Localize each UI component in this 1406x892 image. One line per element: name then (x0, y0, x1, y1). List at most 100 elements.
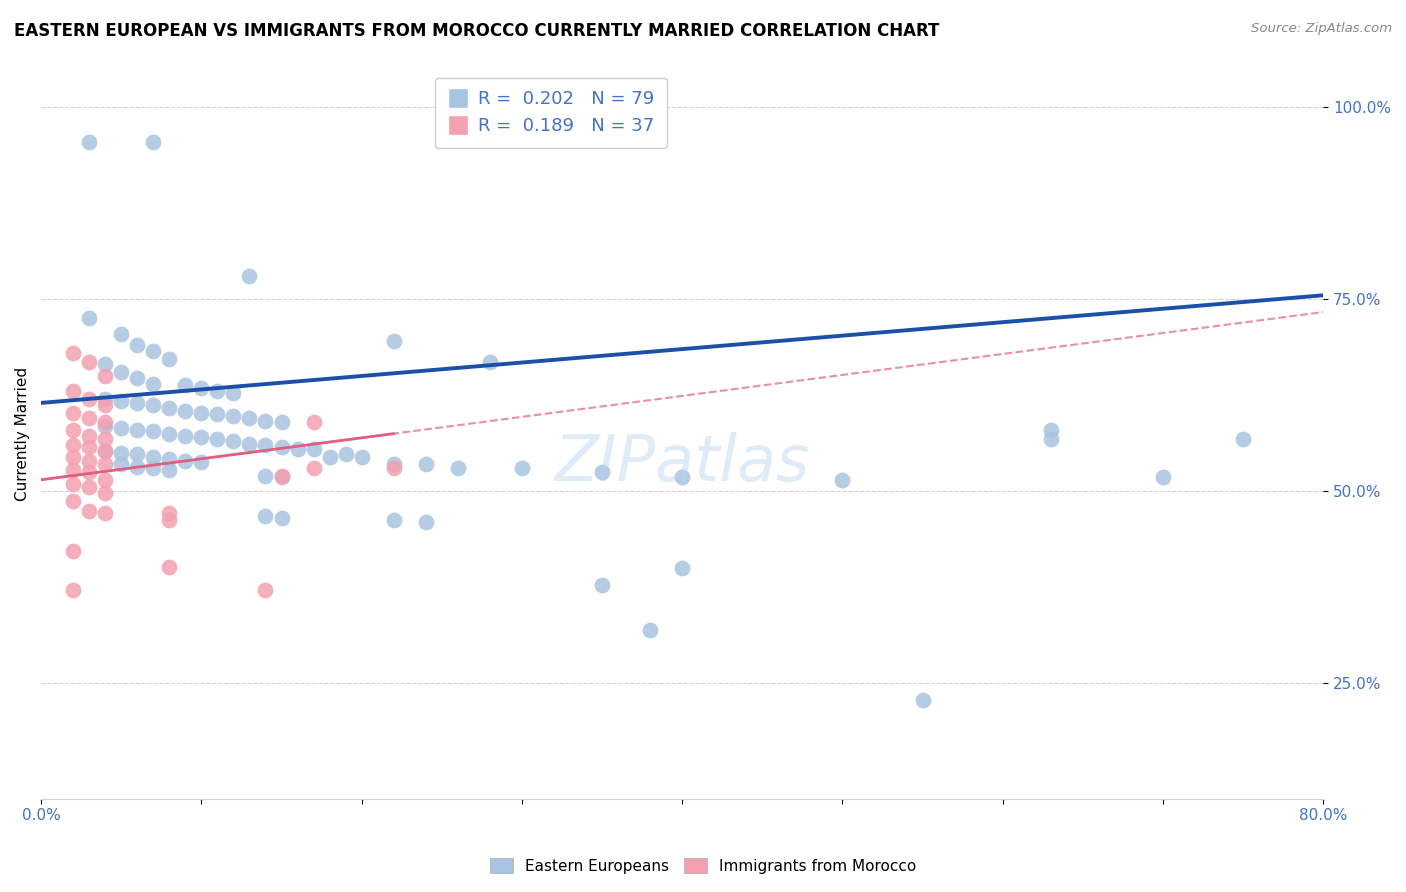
Point (110, 365, 132, 379)
Point (157, 426, 180, 441)
Point (77, 411, 100, 425)
Point (254, 508, 277, 523)
Point (127, 338, 149, 352)
Point (157, 559, 180, 574)
Point (478, 355, 501, 369)
Point (238, 268, 260, 283)
Point (190, 380, 212, 394)
Point (62, 438, 84, 452)
Point (62, 346, 84, 360)
Point (254, 438, 277, 452)
Point (157, 463, 180, 477)
Point (382, 461, 405, 475)
Point (127, 370, 149, 384)
Point (382, 514, 405, 528)
Point (77, 503, 100, 517)
Point (591, 465, 613, 479)
Point (94, 419, 117, 434)
Point (77, 453, 100, 467)
Point (94, 458, 117, 472)
Point (254, 413, 277, 427)
Text: EASTERN EUROPEAN VS IMMIGRANTS FROM MOROCCO CURRENTLY MARRIED CORRELATION CHART: EASTERN EUROPEAN VS IMMIGRANTS FROM MORO… (14, 22, 939, 40)
Point (318, 450, 340, 464)
Point (911, 693, 934, 707)
Point (270, 469, 292, 483)
Point (1039, 423, 1062, 437)
Point (447, 461, 470, 475)
Point (270, 440, 292, 454)
Point (207, 384, 229, 399)
Point (127, 423, 149, 437)
Point (157, 514, 180, 528)
Point (94, 392, 117, 406)
Point (110, 393, 132, 408)
Point (638, 623, 661, 637)
Point (142, 461, 165, 475)
Point (62, 582, 84, 597)
Point (62, 544, 84, 558)
Point (270, 511, 292, 525)
Point (174, 453, 197, 467)
Point (94, 415, 117, 429)
Point (157, 506, 180, 520)
Point (127, 459, 149, 474)
Point (302, 442, 325, 456)
Point (77, 135, 100, 149)
Point (157, 352, 180, 367)
Point (110, 326, 132, 341)
Point (142, 135, 165, 149)
Point (94, 444, 117, 458)
Point (254, 582, 277, 597)
Point (415, 458, 437, 472)
Point (110, 421, 132, 435)
Point (94, 358, 117, 372)
Point (62, 406, 84, 420)
Point (142, 376, 165, 391)
Point (142, 398, 165, 412)
Point (142, 450, 165, 464)
Point (94, 369, 117, 384)
Point (190, 455, 212, 469)
Point (62, 476, 84, 491)
Point (382, 334, 405, 349)
Point (671, 470, 693, 484)
Point (174, 378, 197, 392)
Point (238, 411, 260, 425)
Point (222, 434, 245, 449)
Y-axis label: Currently Married: Currently Married (15, 367, 30, 500)
Point (222, 385, 245, 400)
Point (94, 506, 117, 520)
Point (222, 409, 245, 423)
Point (127, 396, 149, 410)
Point (62, 493, 84, 508)
Text: ZIPatlas: ZIPatlas (554, 432, 810, 494)
Point (207, 408, 229, 422)
Point (302, 461, 325, 475)
Point (77, 392, 100, 406)
Point (270, 470, 292, 484)
Point (287, 442, 309, 456)
Legend: R =  0.202   N = 79, R =  0.189   N = 37: R = 0.202 N = 79, R = 0.189 N = 37 (434, 78, 666, 148)
Point (350, 450, 373, 464)
Point (510, 461, 533, 475)
Point (77, 440, 100, 454)
Point (94, 398, 117, 412)
Point (238, 436, 260, 450)
Point (142, 344, 165, 359)
Point (62, 450, 84, 464)
Point (671, 561, 693, 575)
Point (62, 463, 84, 477)
Point (94, 473, 117, 487)
Point (174, 403, 197, 417)
Point (190, 430, 212, 444)
Point (77, 355, 100, 369)
Point (335, 447, 357, 461)
Point (157, 452, 180, 467)
Point (831, 473, 853, 487)
Point (62, 423, 84, 437)
Point (157, 401, 180, 416)
Point (1039, 432, 1062, 446)
Point (110, 458, 132, 472)
Point (591, 578, 613, 592)
Point (110, 446, 132, 460)
